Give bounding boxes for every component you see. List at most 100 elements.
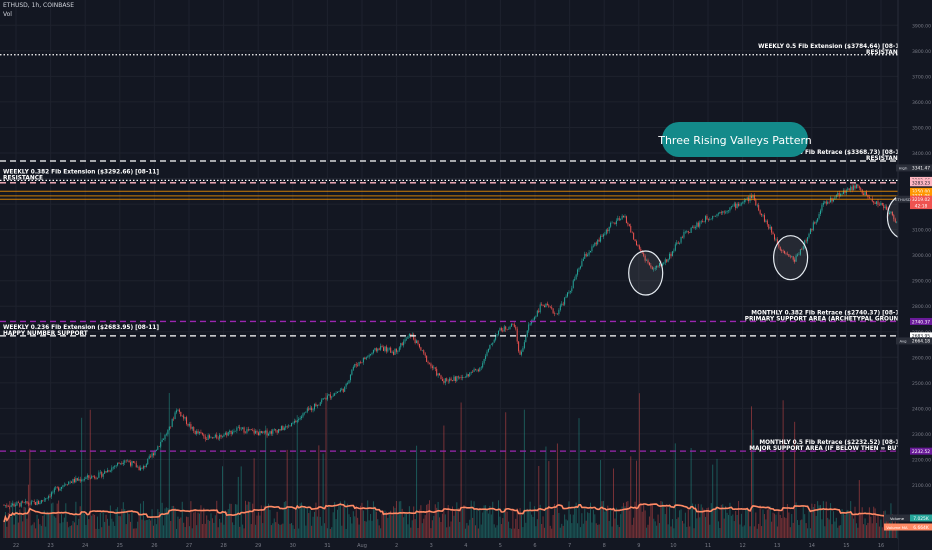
volume-bar [784,517,786,538]
volume-bar [349,517,351,538]
price-tag-caption: ETHUSD [895,197,911,202]
volume-indicator-label[interactable]: Vol [3,11,12,18]
volume-bar [762,509,764,538]
volume-bar [263,505,265,538]
price-tag-text: 3341.47 [912,166,930,172]
candle-body [102,473,104,477]
volume-bar [115,509,117,538]
volume-bar [246,504,248,538]
volume-bar [226,511,228,538]
price-tag-box [910,202,932,210]
candle-body [160,441,162,447]
symbol-header[interactable]: ETHUSD, 1h, COINBASE [3,2,75,9]
volume-bar [309,510,311,538]
candle-body [118,462,120,464]
candle-body [124,460,126,463]
candle-body [602,234,604,237]
volume-bar [715,506,717,538]
volume-bar [364,521,366,538]
y-tick-label: 3400.00 [912,151,931,157]
candle-body [372,349,374,353]
candle-body [696,222,698,228]
candle-body [357,365,359,366]
candle-body [265,430,267,433]
candle-body [853,185,855,191]
volume-bar [375,511,377,538]
candle-body [167,430,169,435]
volume-bar [224,510,226,538]
volume-bar [204,523,206,538]
volume-bar [863,524,865,538]
volume-bar [240,466,242,538]
volume-bar [577,523,579,538]
volume-tag-text: 6.664K [913,525,929,531]
volume-bar [338,504,340,538]
volume-bar [347,503,349,538]
candle-body [283,427,285,431]
candle-body [50,492,52,497]
volume-bar [518,528,520,538]
volume-bar [722,504,724,538]
volume-bar [95,528,97,538]
candle-body [623,215,625,218]
candle-body [342,388,344,392]
candle-body [219,434,221,439]
volume-bar [417,528,419,538]
volume-bar [436,507,438,538]
volume-bar [43,510,45,538]
candle-body [730,206,732,208]
candle-body [266,430,268,436]
candle-body [683,231,685,238]
candle-body [210,437,212,439]
candle-body [840,194,842,197]
volume-bar [798,524,800,538]
candle-body [809,228,811,234]
candle-body [704,216,707,222]
volume-bar [414,519,416,538]
candle-body [204,436,206,440]
volume-tag-caption-box [884,514,910,522]
pattern-callout[interactable]: Three Rising Valleys Pattern [657,122,812,157]
candle-body [73,478,75,483]
candle-body [439,373,441,376]
volume-bar [474,525,477,538]
candle-body [43,499,45,501]
volume-bar [600,460,602,538]
candle-body [610,222,612,227]
volume-bar [282,523,284,538]
volume-bar [628,510,630,538]
candle-body [883,204,885,209]
x-tick-label: 31 [324,543,330,549]
volume-bar [470,500,472,538]
candle-body [384,346,386,351]
volume-bar [267,503,270,538]
x-tick-label: 9 [637,543,640,549]
candle-body [253,430,255,434]
candle-body [184,417,186,419]
volume-bar [664,514,666,538]
candle-body [565,296,567,298]
candle-body [119,463,121,464]
time-axis[interactable] [0,539,898,550]
volume-bar [654,521,656,538]
candle-body [592,245,594,247]
volume-bar [608,520,610,538]
candle-body [348,380,350,384]
candle-body [404,339,406,342]
x-tick-label: 30 [290,543,296,549]
volume-bar [594,514,596,538]
volume-bar [873,506,875,538]
volume-bar [203,507,205,538]
candle-body [191,427,193,429]
candle-body [108,470,110,472]
price-axis[interactable] [898,0,932,550]
volume-bar [275,522,277,538]
candle-body [827,201,829,204]
candle-body [233,430,235,432]
candle-body [236,427,238,431]
volume-bar [558,512,560,538]
candle-body [95,477,97,479]
candle-body [180,411,182,417]
candle-body [400,343,402,348]
